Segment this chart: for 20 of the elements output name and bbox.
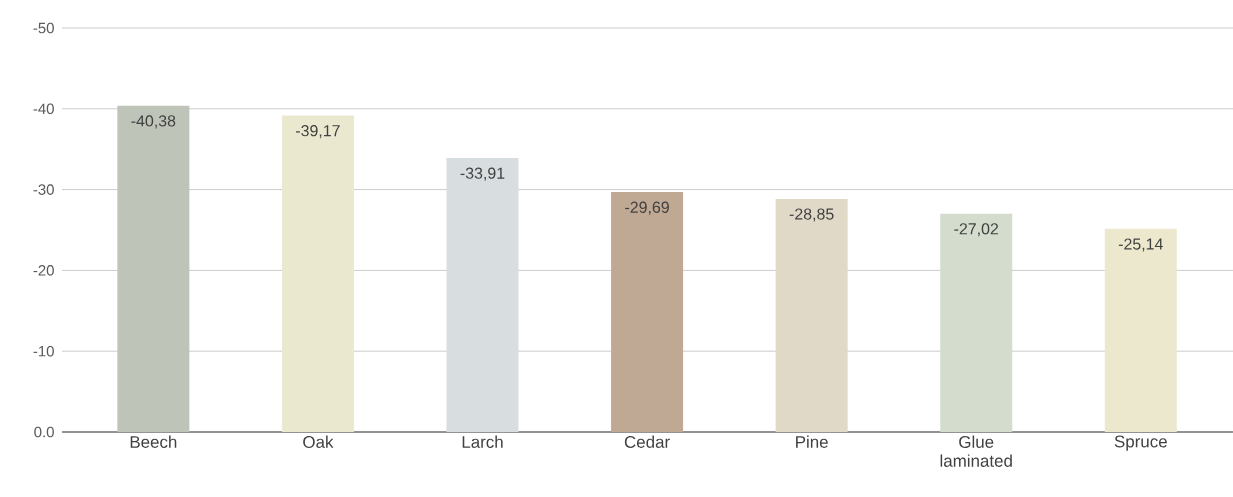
x-tick-label: Oak	[303, 435, 334, 448]
data-label: -27,02	[954, 223, 999, 237]
x-tick-label: Spruce	[1114, 435, 1167, 451]
x-tick-label: Beech	[130, 435, 177, 448]
y-tick-label: 0.0	[34, 426, 54, 438]
x-tick-label: Glue laminated	[940, 435, 1012, 467]
data-label: -25,14	[1118, 238, 1163, 252]
x-tick-label: Pine	[796, 435, 828, 448]
data-label: -29,69	[625, 201, 669, 215]
y-tick-label: -40	[33, 103, 54, 115]
data-label: -39,17	[296, 125, 340, 139]
data-label: -40,38	[131, 115, 176, 129]
data-label: -33,91	[460, 167, 505, 181]
y-tick-label: -20	[33, 265, 54, 276]
x-tick-label: Larch	[462, 435, 503, 448]
y-tick-label: -50	[33, 22, 54, 34]
y-tick-label: -30	[33, 184, 54, 195]
x-tick-label: Cedar	[624, 435, 670, 448]
data-label: -28,85	[789, 208, 834, 222]
y-tick-label: -10	[33, 345, 54, 357]
